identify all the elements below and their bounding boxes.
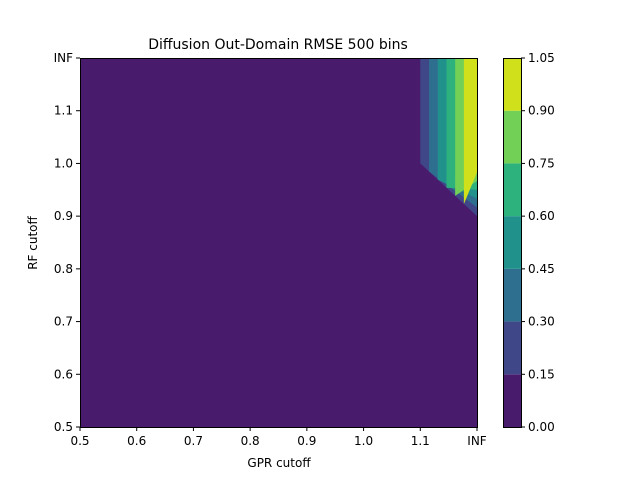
y-tick-label: INF <box>54 51 74 65</box>
x-tick-label: INF <box>467 434 487 448</box>
y-tick-label: 0.8 <box>54 262 73 276</box>
colorbar-band <box>503 321 521 375</box>
plot-area <box>80 58 478 428</box>
colorbar-band <box>503 58 521 111</box>
x-tick-label: 0.7 <box>184 434 203 448</box>
y-tick-label: 0.6 <box>54 367 73 381</box>
y-axis-label: RF cutoff <box>26 215 40 269</box>
y-axis: 0.5 0.6 0.7 0.8 0.9 1.0 1.1 INF <box>54 51 80 434</box>
colorbar-tick-label: 0.00 <box>528 420 555 434</box>
x-tick-label: 1.1 <box>411 434 430 448</box>
x-tick-label: 0.5 <box>70 434 89 448</box>
colorbar-tick-label: 0.75 <box>528 156 555 170</box>
x-tick-label: 0.8 <box>241 434 260 448</box>
contour-base-fill <box>80 58 477 427</box>
colorbar-tick-label: 1.05 <box>528 51 555 65</box>
y-tick-label: 0.7 <box>54 315 73 329</box>
y-tick-label: 1.0 <box>54 156 73 170</box>
colorbar-ticks: 0.00 0.15 0.30 0.45 0.60 0.75 0.90 1.05 <box>521 51 555 434</box>
contour-band <box>463 58 477 204</box>
x-tick-label: 0.6 <box>127 434 146 448</box>
colorbar: 0.00 0.15 0.30 0.45 0.60 0.75 0.90 1.05 <box>503 51 555 434</box>
colorbar-band <box>503 163 521 217</box>
colorbar-band <box>503 110 521 164</box>
y-tick-label: 0.9 <box>54 209 73 223</box>
colorbar-tick-label: 0.90 <box>528 104 555 118</box>
colorbar-band <box>503 268 521 322</box>
colorbar-tick-label: 0.30 <box>528 315 555 329</box>
colorbar-tick-label: 0.60 <box>528 209 555 223</box>
y-tick-label: 1.1 <box>54 104 73 118</box>
contour-layer <box>80 58 477 427</box>
colorbar-band <box>503 216 521 269</box>
x-tick-label: 1.0 <box>354 434 373 448</box>
colorbar-fills <box>503 58 521 427</box>
colorbar-tick-label: 0.45 <box>528 262 555 276</box>
plot-frame <box>80 58 478 428</box>
x-tick-label: 0.9 <box>297 434 316 448</box>
colorbar-frame <box>503 58 522 428</box>
y-tick-label: 0.5 <box>54 420 73 434</box>
colorbar-band <box>503 374 521 427</box>
x-axis-label: GPR cutoff <box>247 456 311 470</box>
colorbar-tick-label: 0.15 <box>528 367 555 381</box>
chart-title: Diffusion Out-Domain RMSE 500 bins <box>148 37 408 53</box>
x-axis: 0.5 0.6 0.7 0.8 0.9 1.0 1.1 INF <box>70 427 487 448</box>
